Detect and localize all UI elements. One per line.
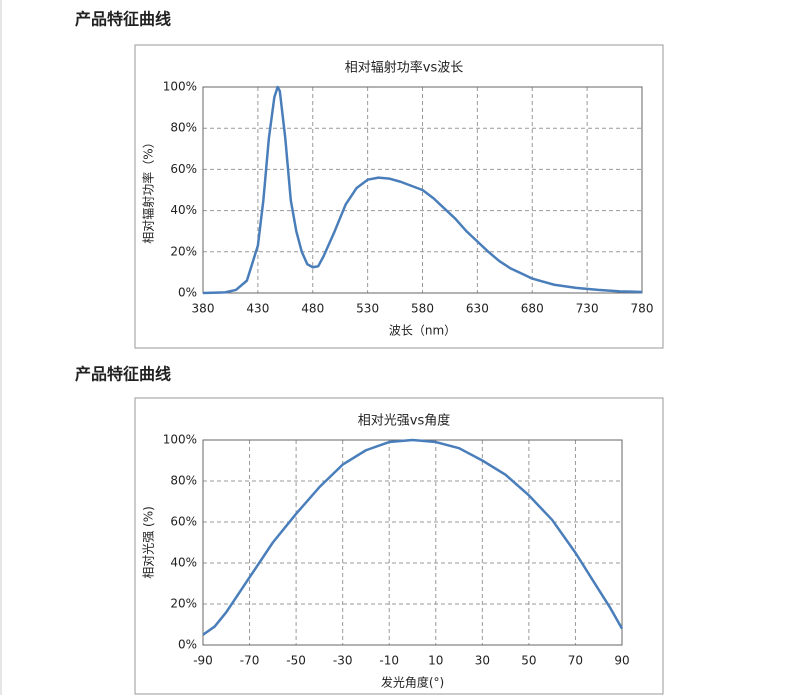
x-tick-label: -10 — [379, 654, 399, 668]
chart-title: 相对辐射功率vs波长 — [345, 60, 463, 76]
y-tick-label: 40% — [170, 203, 197, 217]
chart-frame — [134, 44, 664, 349]
x-tick-label: 530 — [356, 302, 379, 316]
y-tick-label: 100% — [163, 433, 197, 447]
y-tick-label: 100% — [163, 80, 197, 94]
x-tick-label: 30 — [475, 654, 490, 668]
chart-title: 相对光强vs角度 — [358, 413, 450, 429]
y-axis-label: 相对光强 (%) — [142, 506, 156, 579]
plot-area — [202, 86, 643, 294]
x-axis-label: 波长（nm） — [389, 324, 456, 338]
x-tick-label: 70 — [568, 654, 583, 668]
x-tick-label: 480 — [301, 302, 324, 316]
x-tick-label: 630 — [466, 302, 489, 316]
y-tick-label: 0% — [178, 638, 197, 652]
section-heading: 产品特征曲线 — [75, 10, 171, 29]
x-tick-label: -50 — [286, 654, 306, 668]
x-tick-label: -70 — [240, 654, 260, 668]
x-tick-label: 580 — [411, 302, 434, 316]
x-tick-label: -30 — [333, 654, 353, 668]
data-line — [202, 85, 643, 295]
y-axis-label: 相对辐射功率（%） — [141, 136, 156, 243]
y-tick-label: 0% — [178, 286, 197, 300]
x-axis-label: 发光角度(°) — [381, 675, 444, 690]
y-tick-label: 60% — [170, 162, 197, 176]
data-line — [202, 438, 624, 636]
x-tick-label: 780 — [631, 302, 654, 316]
x-tick-label: -90 — [193, 654, 213, 668]
x-tick-label: 90 — [614, 654, 629, 668]
x-tick-label: 680 — [521, 302, 544, 316]
y-tick-label: 20% — [170, 597, 197, 611]
x-tick-label: 430 — [246, 302, 269, 316]
x-tick-label: 380 — [192, 302, 215, 316]
y-tick-label: 20% — [170, 244, 197, 258]
x-tick-label: 10 — [428, 654, 443, 668]
y-tick-label: 80% — [170, 474, 197, 488]
x-tick-label: 730 — [576, 302, 599, 316]
y-tick-label: 80% — [170, 121, 197, 135]
x-tick-label: 50 — [521, 654, 536, 668]
y-tick-label: 40% — [170, 556, 197, 570]
section-heading: 产品特征曲线 — [75, 365, 171, 384]
y-tick-label: 60% — [170, 515, 197, 529]
